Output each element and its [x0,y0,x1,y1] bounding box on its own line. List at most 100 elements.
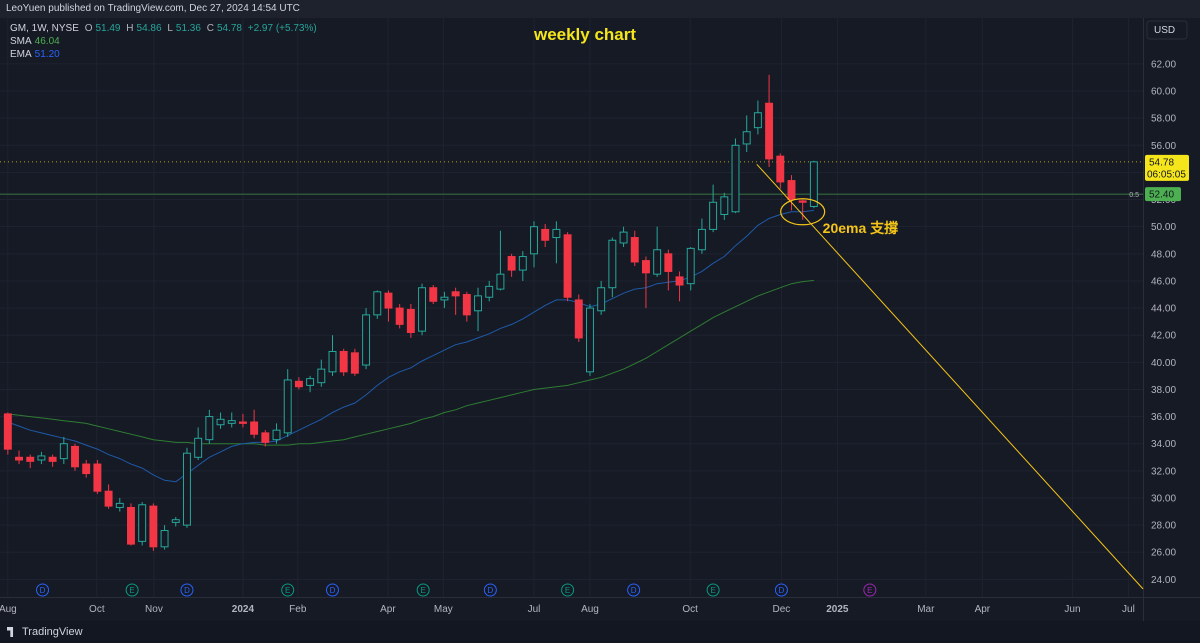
event-label: D [330,586,336,595]
candle-body [272,429,281,441]
candle-body [541,228,550,241]
candle-body [160,530,169,548]
y-tick-label: 40.00 [1151,358,1176,369]
candle-body [26,456,35,462]
y-tick-label: 26.00 [1151,548,1176,559]
legend-row: SMA 46.04 [10,35,320,48]
annotation: 20ema 支撐 [823,220,898,236]
candle-body [586,307,594,373]
y-tick-label: 24.00 [1151,575,1176,586]
candle-body [798,200,807,203]
candle-body [451,291,460,297]
legend-row: GM, 1W, NYSE O 51.49 H 54.86 L 51.36 C 54.78… [10,22,320,35]
event-marker [416,583,430,597]
candle-body [115,502,124,508]
event-label: E [867,586,872,595]
x-tick-label: Jun [1064,604,1080,615]
candle-body [608,239,617,289]
level-price-box [1145,187,1181,202]
change: +2.97 (+5.73%) [247,23,317,34]
candle-body [675,276,684,286]
candle-body [250,421,259,435]
event-marker [281,583,295,597]
indicator-name: SMA [10,36,32,47]
candle-body [93,463,102,492]
chart: 24.00 26.00 28.00 30.00 32.00 34.00 36.00 38.00… [0,18,1200,621]
candle-body [328,350,337,373]
candle-body [149,505,158,548]
event-label: E [129,586,134,595]
candle-body [82,463,91,475]
candle-body [261,432,270,443]
y-tick-label: 44.00 [1151,304,1176,315]
x-tick-label: Aug [0,604,17,615]
x-tick-label: Apr [975,604,991,615]
candle-body [697,228,706,251]
candle-body [194,437,203,458]
candle-body [238,421,247,424]
currency-label: USD [1154,25,1175,36]
y-tick-label: 50.00 [1151,222,1176,233]
event-marker [863,583,877,597]
candle-body [350,352,359,374]
brand: TradingView [22,626,83,638]
price-box [1145,154,1189,181]
x-tick-label: Jul [528,604,541,615]
ohlc-label: C [206,23,214,34]
plot-background [0,18,1200,621]
x-tick-label: 2025 [826,604,849,615]
candle-body [440,296,449,301]
candle-body [641,260,650,274]
x-tick-label: May [434,604,453,615]
candle-body [552,228,561,239]
candle-body [306,378,315,386]
x-tick-label: Mar [917,604,935,615]
y-tick-label: 46.00 [1151,276,1176,287]
currency-box [1146,20,1188,40]
event-marker [774,583,788,597]
candle-body [48,456,57,462]
x-tick-label: Jul [1122,604,1135,615]
candle-body [686,247,695,285]
event-marker [483,583,497,597]
event-marker [561,583,575,597]
candle-body [507,256,516,271]
y-tick-label: 28.00 [1151,521,1176,532]
chart-title: weekly chart [533,25,636,44]
candle-body [429,287,438,302]
candle-body [395,307,404,325]
candle-body [171,519,180,523]
candle-body [127,506,135,545]
candle-body [753,112,762,129]
candle-body [530,226,538,255]
event-marker [180,583,194,597]
price-label: 54.78 [1149,157,1174,168]
symbol: GM, 1W, NYSE [10,23,79,34]
candle-body [182,452,191,526]
event-label: E [710,586,715,595]
x-tick-label: Apr [380,604,396,615]
event-marker [325,583,339,597]
y-tick-label: 38.00 [1151,385,1176,396]
candle-body [765,102,774,160]
event-label: E [565,586,570,595]
ohlc-label: L [167,23,173,34]
candle-body [809,161,818,207]
x-tick-label: Dec [773,604,791,615]
indicator-value: 51.20 [34,49,60,60]
ohlc-label: O [84,23,93,34]
candle-body [597,287,606,312]
candle-body [563,234,572,298]
candle-body [731,144,740,213]
x-tick-label: Aug [581,604,599,615]
candle-body [664,253,673,272]
x-tick-label: 2024 [232,604,255,615]
event-marker [627,583,641,597]
candle-body [619,231,628,244]
candle-body [630,237,639,263]
candle-body [787,180,796,201]
candle-body [339,350,348,373]
candle-body [3,413,12,450]
candle-body [37,455,46,461]
